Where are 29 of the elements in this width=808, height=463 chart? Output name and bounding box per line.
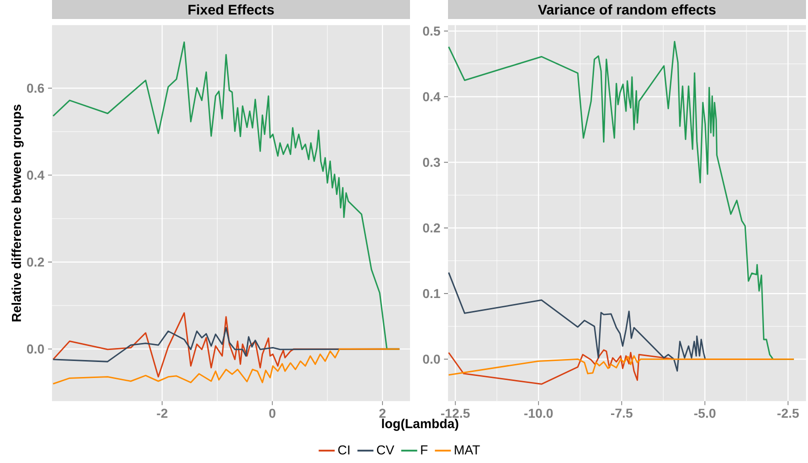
x-tick-label: -5.0: [694, 408, 716, 418]
legend-label: F: [421, 445, 428, 454]
y-tick-label: 0.4: [27, 170, 44, 180]
y-axis-title: Relative difference between groups: [12, 104, 24, 322]
x-tick-label: -2: [156, 408, 168, 418]
y-tick-label: 0.2: [27, 257, 44, 267]
legend-label: MAT: [454, 445, 480, 454]
x-tick-label: -7.5: [611, 408, 632, 418]
y-tick-label: 0.6: [27, 84, 44, 93]
x-tick-label: -2.5: [777, 408, 799, 418]
legend-label: CV: [376, 445, 394, 454]
y-tick-label: 0.1: [423, 288, 440, 298]
y-tick-label: 0.0: [423, 354, 440, 364]
y-tick-label: 0.0: [27, 344, 44, 354]
y-tick-label: 0.4: [423, 92, 440, 102]
legend-label: CI: [338, 445, 350, 454]
chart-title: Variance of random effects: [538, 4, 716, 15]
line-series: [448, 355, 794, 376]
y-tick-label: 0.2: [423, 223, 440, 232]
y-tick-label: 0.3: [423, 158, 440, 167]
line-series: [52, 348, 400, 384]
x-tick-label: -10.0: [524, 408, 553, 418]
chart-title: Fixed Effects: [188, 4, 274, 15]
x-tick-label: 0: [269, 408, 276, 418]
x-axis-title: log(Lambda): [382, 418, 458, 431]
x-tick-label: -12.5: [441, 408, 470, 418]
y-tick-label: 0.5: [423, 26, 440, 36]
line-series: [448, 272, 706, 372]
x-tick-label: 2: [379, 408, 386, 418]
